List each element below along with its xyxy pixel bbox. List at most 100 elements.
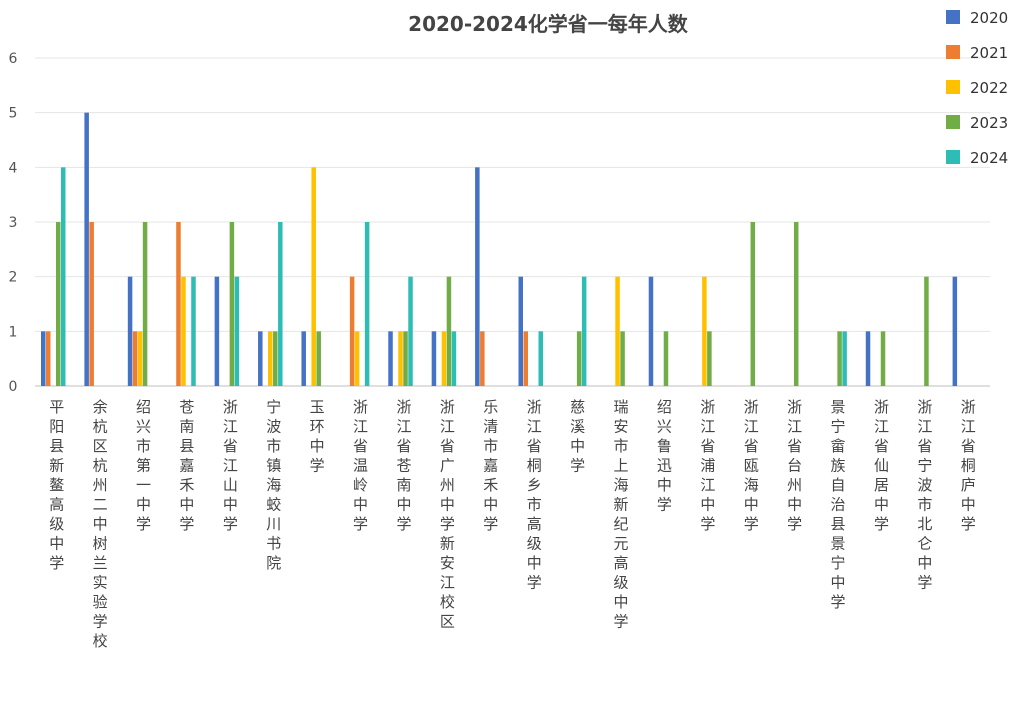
bar-2023 — [750, 222, 756, 386]
bar-2022 — [354, 331, 360, 386]
bar-2023 — [56, 222, 61, 386]
bar-2021 — [89, 222, 94, 386]
legend-swatch-2022 — [946, 80, 960, 94]
x-tick-label: 平阳县新鳌高级中学 — [49, 398, 64, 572]
bar-2022 — [268, 331, 273, 386]
x-tick-label: 浙江省桐乡市高级中学 — [527, 398, 542, 592]
x-tick-label: 景宁畲族自治县景宁中学 — [831, 398, 846, 611]
bar-2023 — [880, 331, 886, 386]
x-tick-label: 浙江省宁波市北仑中学 — [917, 398, 932, 592]
bar-2022 — [702, 276, 707, 386]
bar-2022 — [398, 331, 403, 386]
x-tick-label: 浙江省江山中学 — [223, 398, 238, 533]
legend: 2020 2021 2022 2023 2024 — [946, 9, 1008, 167]
chart-title: 2020-2024化学省一每年人数 — [408, 12, 689, 36]
y-tick-label: 0 — [9, 379, 18, 395]
legend-label-2022: 2022 — [970, 79, 1008, 97]
x-tick-label: 瑞安市上海新纪元高级中学 — [614, 398, 629, 631]
x-axis-labels: 平阳县新鳌高级中学 余杭区杭州二中树兰实验学校 绍兴市第一中学 苍南县嘉禾中学 浙江省江… — [49, 398, 976, 650]
x-tick-label: 浙江省台州中学 — [787, 398, 802, 533]
legend-swatch-2021 — [946, 45, 960, 59]
y-tick-label: 6 — [9, 51, 18, 67]
bar-2023 — [837, 331, 842, 386]
bar-2020 — [431, 331, 437, 386]
bar-2021 — [46, 331, 51, 386]
bar-2023 — [707, 331, 712, 386]
legend-label-2023: 2023 — [970, 114, 1008, 132]
legend-label-2024: 2024 — [970, 149, 1008, 167]
bar-2024 — [842, 331, 847, 386]
x-tick-label: 浙江省浦江中学 — [700, 398, 715, 533]
bar-2024 — [408, 276, 413, 386]
bar-2021 — [480, 331, 485, 386]
bar-2020 — [214, 276, 220, 386]
x-tick-label: 绍兴市第一中学 — [136, 398, 151, 533]
bar-2023 — [620, 331, 625, 386]
x-tick-label: 绍兴鲁迅中学 — [657, 398, 672, 514]
legend-swatch-2023 — [946, 115, 960, 129]
bar-2024 — [191, 276, 196, 386]
y-tick-label: 2 — [9, 270, 18, 286]
x-tick-label: 浙江省瓯海中学 — [744, 398, 759, 533]
legend-swatch-2020 — [946, 10, 960, 24]
bar-2023 — [142, 222, 148, 386]
x-tick-label: 乐清市嘉禾中学 — [483, 398, 498, 533]
y-tick-label: 1 — [9, 324, 18, 340]
bar-2024 — [61, 167, 66, 386]
x-tick-label: 浙江省苍南中学 — [396, 398, 411, 533]
bar-2022 — [137, 331, 143, 386]
legend-swatch-2024 — [946, 150, 960, 164]
bar-2023 — [316, 331, 321, 386]
bar-2023 — [273, 331, 278, 386]
x-tick-label: 浙江省桐庐中学 — [961, 398, 976, 533]
bar-2020 — [258, 331, 263, 386]
x-tick-label: 余杭区杭州二中树兰实验学校 — [93, 398, 108, 650]
bar-2023 — [793, 222, 799, 386]
bar-2020 — [475, 167, 480, 386]
bar-2020 — [41, 331, 46, 386]
bar-2020 — [388, 331, 393, 386]
bar-2024 — [278, 222, 283, 386]
bar-2024 — [364, 222, 370, 386]
bar-2020 — [127, 276, 133, 386]
bar-2023 — [924, 276, 929, 386]
bar-2020 — [518, 276, 523, 386]
bar-2022 — [181, 276, 186, 386]
bar-2023 — [403, 331, 408, 386]
bar-2020 — [301, 331, 306, 386]
y-axis-ticks: 0 1 2 3 4 5 6 — [9, 51, 18, 395]
x-tick-label: 浙江省仙居中学 — [874, 398, 889, 533]
bar-2024 — [538, 331, 543, 386]
bar-2022 — [441, 331, 447, 386]
bar-2024 — [581, 276, 587, 386]
bar-2021 — [523, 331, 528, 386]
bar-2023 — [446, 276, 452, 386]
bar-2022 — [311, 167, 316, 386]
legend-label-2021: 2021 — [970, 44, 1008, 62]
x-tick-label: 苍南县嘉禾中学 — [179, 398, 194, 533]
y-tick-label: 4 — [9, 160, 18, 176]
bars — [41, 112, 958, 387]
x-tick-label: 宁波市镇海蛟川书院 — [266, 398, 281, 572]
bar-2021 — [176, 222, 181, 386]
bar-2024 — [234, 276, 240, 386]
x-tick-label: 浙江省广州中学新安江校区 — [440, 398, 455, 631]
bar-2020 — [648, 276, 654, 386]
y-tick-label: 3 — [9, 215, 18, 231]
bar-2023 — [576, 331, 582, 386]
bar-2022 — [615, 276, 620, 386]
bar-2020 — [952, 276, 958, 386]
bar-2024 — [451, 331, 457, 386]
bar-2020 — [865, 331, 871, 386]
legend-label-2020: 2020 — [970, 9, 1008, 27]
bar-2021 — [349, 276, 355, 386]
y-tick-label: 5 — [9, 106, 18, 122]
bar-2023 — [229, 222, 235, 386]
x-tick-label: 浙江省温岭中学 — [353, 398, 368, 533]
bar-2020 — [84, 112, 89, 387]
x-tick-label: 慈溪中学 — [570, 398, 585, 475]
bar-2021 — [132, 331, 138, 386]
x-tick-label: 玉环中学 — [310, 398, 325, 475]
